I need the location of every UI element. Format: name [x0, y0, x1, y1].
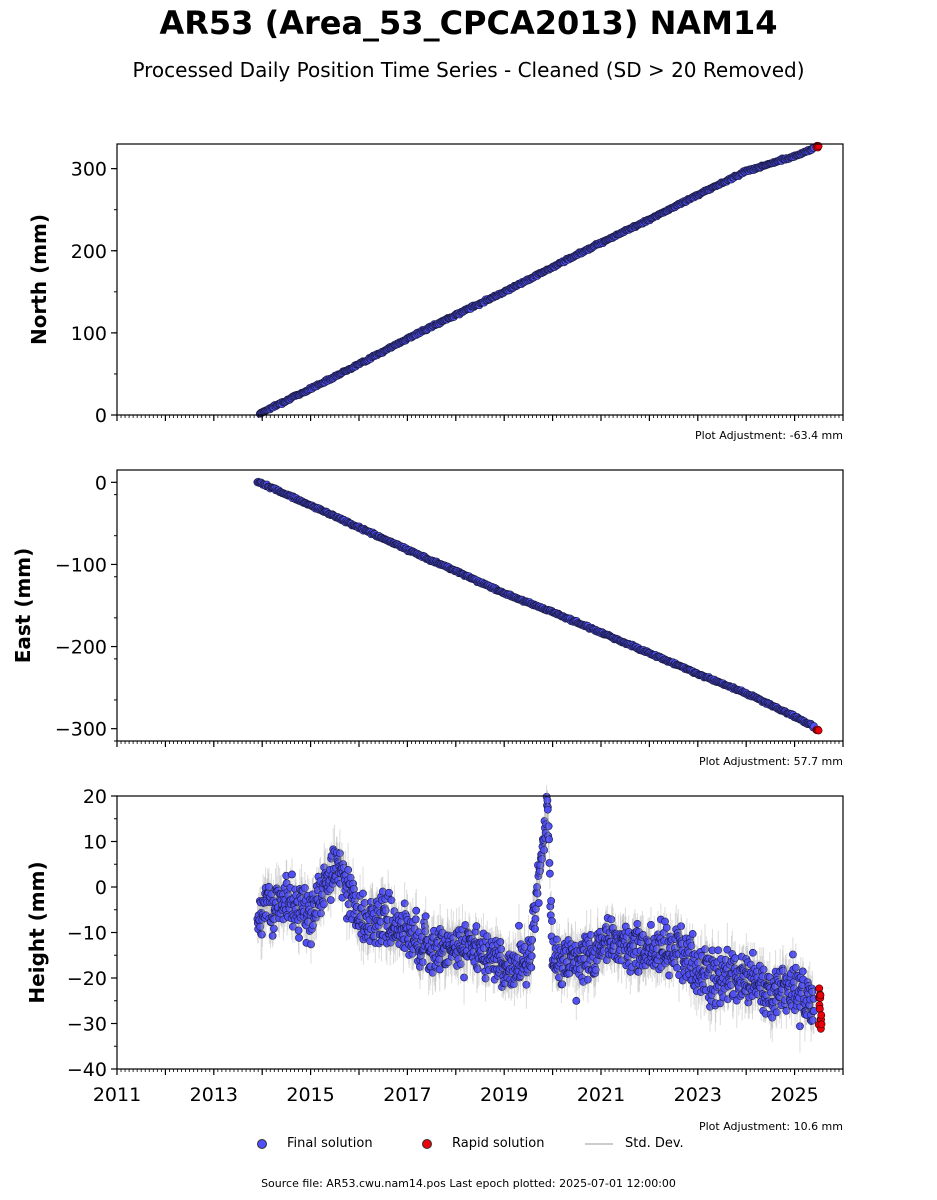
y-tick-label: 200 [71, 241, 107, 263]
final-solution-point [543, 805, 552, 814]
x-tick-label: 2021 [577, 1084, 625, 1106]
y-tick-label: 100 [71, 323, 107, 345]
final-solution-point [533, 889, 542, 898]
final-solution-point [540, 846, 549, 854]
final-solution-point [662, 923, 671, 932]
rapid-solution-point [817, 1011, 826, 1020]
y-tick-label: −20 [67, 968, 107, 990]
x-tick-label: 2015 [286, 1084, 334, 1106]
y-tick-label: −40 [67, 1059, 107, 1081]
legend-final-label: Final solution [287, 1136, 373, 1151]
final-solution-marker-icon [257, 1138, 267, 1149]
final-solution-point [295, 933, 303, 942]
legend-std-label: Std. Dev. [625, 1136, 684, 1151]
y-tick-label: 0 [95, 405, 107, 427]
plot-adjustment-note: Plot Adjustment: 10.6 mm [699, 1120, 843, 1133]
legend-std: Std. Dev. [585, 1136, 684, 1151]
y-tick-label: 0 [95, 472, 107, 494]
panel-1-marks [255, 141, 823, 418]
chart-title: AR53 (Area_53_CPCA2013) NAM14 [159, 4, 778, 42]
final-solution-point [759, 965, 768, 974]
final-solution-point [548, 917, 556, 925]
y-tick-label: 10 [83, 832, 107, 854]
panel-2-marks [253, 477, 823, 735]
final-solution-point [545, 835, 553, 844]
legend: Final solution Rapid solution Std. Dev. [0, 1136, 937, 1160]
source-note: Source file: AR53.cwu.nam14.pos Last epo… [261, 1177, 676, 1190]
panel-1-frame [116, 143, 844, 416]
y-tick-label: −200 [55, 637, 107, 659]
panel-3-marks [253, 784, 826, 1053]
final-solution-point [412, 906, 421, 915]
panel-2-frame [116, 469, 844, 742]
final-solution-point [326, 896, 335, 904]
y-tick-label: −300 [55, 719, 107, 741]
x-tick-label: 2017 [383, 1084, 431, 1106]
legend-final: Final solution [257, 1136, 373, 1151]
rapid-solution-point [815, 1004, 824, 1013]
final-solution-point [748, 948, 757, 957]
final-solution-point [288, 870, 296, 879]
std-dev-line-icon [585, 1142, 613, 1145]
final-solution-point [534, 899, 543, 907]
y-tick-label: −30 [67, 1014, 107, 1036]
y-tick-label: −100 [55, 554, 107, 576]
y-tick-label: −10 [67, 923, 107, 945]
final-solution-point [547, 896, 556, 905]
legend-rapid: Rapid solution [422, 1136, 544, 1151]
final-solution-point [647, 920, 655, 929]
final-solution-point [583, 975, 592, 984]
x-tick-label: 2011 [93, 1084, 141, 1106]
chart-subtitle: Processed Daily Position Time Series - C… [132, 58, 805, 82]
final-solution-point [515, 921, 523, 930]
final-solution-point [545, 869, 554, 878]
y-tick-label: 300 [71, 159, 107, 181]
legend-rapid-label: Rapid solution [452, 1136, 545, 1151]
y-axis-label: North (mm) [27, 214, 51, 345]
final-solution-point [522, 980, 531, 989]
x-tick-label: 2025 [770, 1084, 818, 1106]
y-tick-label: 20 [83, 786, 107, 808]
rapid-solution-point [814, 726, 823, 735]
rapid-solution-point [816, 991, 825, 1000]
final-solution-point [808, 987, 817, 996]
rapid-solution-marker-icon [422, 1138, 432, 1149]
x-tick-label: 2019 [480, 1084, 528, 1106]
y-axis-label: East (mm) [11, 548, 35, 664]
plot-adjustment-note: Plot Adjustment: 57.7 mm [699, 755, 843, 768]
x-tick-label: 2013 [190, 1084, 238, 1106]
y-tick-label: 0 [95, 877, 107, 899]
rapid-solution-point [817, 1020, 826, 1029]
y-axis-label: Height (mm) [25, 861, 49, 1003]
plot-adjustment-note: Plot Adjustment: -63.4 mm [695, 429, 843, 442]
x-tick-label: 2023 [674, 1084, 722, 1106]
